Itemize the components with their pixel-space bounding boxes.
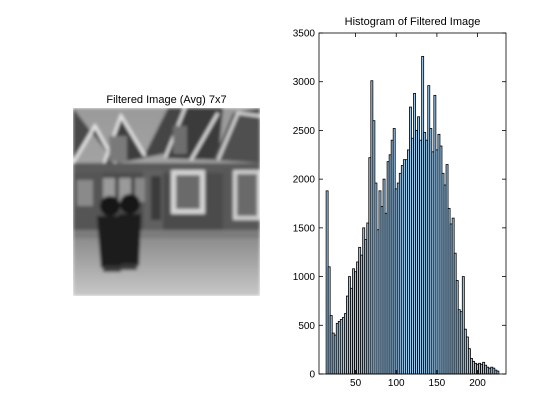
y-tick-label: 2500 [293, 126, 316, 137]
x-tick-label: 150 [429, 378, 446, 389]
y-tick-label: 500 [298, 321, 315, 332]
x-tick-label: 100 [388, 378, 405, 389]
histogram-title: Histogram of Filtered Image [344, 16, 481, 28]
y-tick-label: 1000 [293, 272, 316, 283]
filtered-image [73, 108, 260, 296]
bar-group [325, 55, 500, 375]
histogram-chart: 0 500 1000 1500 2000 2500 3000 3500 50 100 150 200 [293, 29, 507, 389]
x-tick-label: 200 [469, 378, 486, 389]
axes-frame [318, 32, 507, 375]
y-tick-label: 3500 [293, 29, 316, 40]
image-panel-title: Filtered Image (Avg) 7x7 [106, 94, 227, 106]
histogram-bar [496, 370, 500, 375]
y-tick-label: 2000 [293, 175, 316, 186]
y-tick-label: 1500 [293, 223, 316, 234]
y-tick-label: 0 [309, 370, 315, 381]
axes-group: 0 500 1000 1500 2000 2500 3000 3500 50 100 150 200 [293, 29, 507, 389]
x-tick-label: 50 [350, 378, 362, 389]
y-tick-label: 3000 [293, 77, 316, 88]
